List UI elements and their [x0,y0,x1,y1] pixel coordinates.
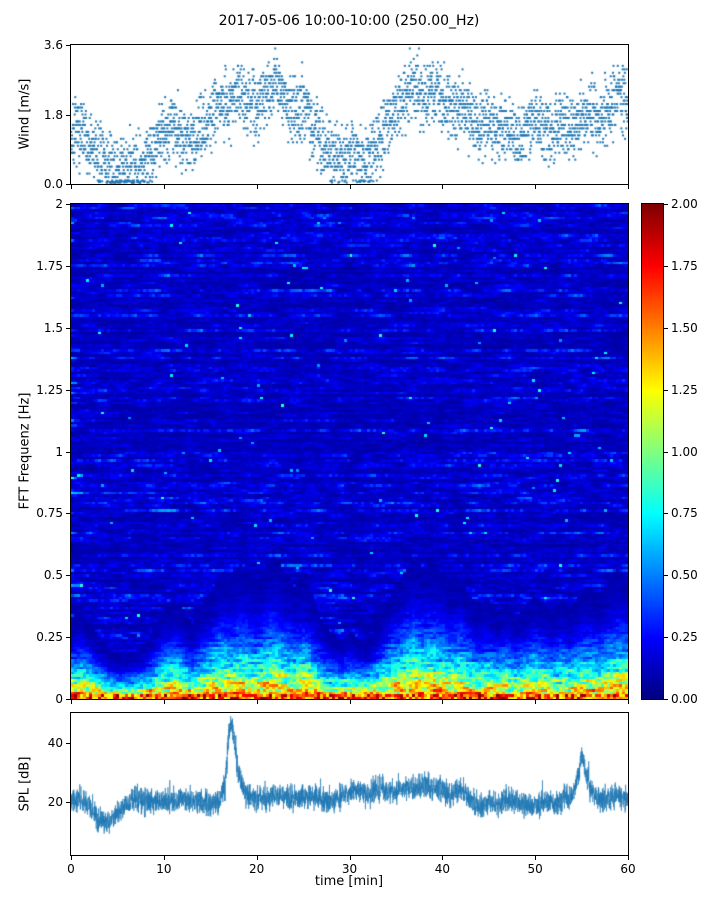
cbar-tick-label-6: 1.50 [671,320,698,335]
time-xtick-6-mark [628,856,629,860]
fft-ytick-3: 0.75 [36,506,63,521]
wind-ytick-2: 3.6 [43,38,63,52]
time-xtick-4-mark [442,856,444,860]
time-xtick-6: 60 [620,862,636,876]
fft-xtick-0-mark [71,700,72,704]
cbar-tick-1-mark [664,637,668,639]
colorbar-canvas [642,204,663,699]
wind-xtick-2-mark [256,185,258,189]
wind-xtick-0-mark [71,185,72,189]
cbar-tick-label-1: 0.25 [671,630,698,645]
wind-xtick-3-mark [349,185,351,189]
fft-y-axis-label: FFT Frequenz [Hz] [17,392,33,510]
cbar-tick-2-mark [664,575,668,577]
fft-ytick-7: 1.75 [36,258,63,273]
cbar-tick-label-4: 1.00 [671,444,698,459]
x-axis-label: time [min] [314,874,384,889]
time-xtick-1-mark [163,856,165,860]
cbar-tick-label-0: 0.00 [671,692,698,706]
cbar-tick-label-2: 0.50 [671,568,698,583]
wind-xtick-4-mark [442,185,444,189]
fft-ytick-2: 0.5 [43,568,63,583]
fft-xtick-2-mark [256,700,258,704]
cbar-tick-label-3: 0.75 [671,506,698,521]
cbar-tick-label-7: 1.75 [671,258,698,273]
spl-ytick-0: 20 [47,794,63,809]
time-xtick-3-mark [349,856,351,860]
cbar-tick-0-mark [664,699,668,700]
fft-xtick-5-mark [535,700,537,704]
fft-ytick-5: 1.25 [36,382,63,397]
spl-ytick-1: 40 [47,735,63,750]
cbar-tick-6-mark [664,327,668,329]
cbar-tick-4-mark [664,451,668,453]
wind-ytick-0: 0.0 [43,177,63,191]
colorbar-axes [641,203,664,700]
time-xtick-0-mark [71,856,72,860]
fft-ytick-4: 1 [55,444,63,459]
fft-ytick-1: 0.25 [36,630,63,645]
wind-xtick-1-mark [163,185,165,189]
fft-xtick-3-mark [349,700,351,704]
wind-ytick-1: 1.8 [43,107,63,122]
wind-y-axis-label: Wind [m/s] [17,78,33,150]
time-xtick-2: 20 [249,862,265,876]
time-xtick-0: 0 [67,862,75,876]
fft-xtick-6-mark [628,700,629,704]
fft-ytick-0: 0 [55,692,63,706]
cbar-tick-7-mark [664,265,668,267]
wind-axes [70,44,629,185]
cbar-tick-5-mark [664,389,668,391]
wind-xtick-5-mark [535,185,537,189]
cbar-tick-label-8: 2.00 [671,197,698,211]
spectrogram-canvas [71,204,628,699]
spectrogram-axes [70,203,629,700]
fft-ytick-8: 2 [55,197,63,211]
cbar-tick-label-5: 1.25 [671,382,698,397]
cbar-tick-8-mark [664,204,668,205]
time-xtick-4: 40 [434,862,450,876]
cbar-tick-3-mark [664,513,668,515]
time-xtick-5: 50 [527,862,543,876]
wind-scatter-canvas [71,45,628,184]
spl-axes [70,712,629,856]
time-xtick-2-mark [256,856,258,860]
spl-line-canvas [71,713,628,855]
time-xtick-5-mark [535,856,537,860]
spl-y-axis-label: SPL [dB] [17,756,33,812]
fft-xtick-1-mark [163,700,165,704]
fft-xtick-4-mark [442,700,444,704]
figure-title: 2017-05-06 10:00-10:00 (250.00_Hz) [218,13,480,29]
fft-ytick-6: 1.5 [43,320,63,335]
time-xtick-1: 10 [156,862,172,876]
wind-xtick-6-mark [628,185,629,189]
